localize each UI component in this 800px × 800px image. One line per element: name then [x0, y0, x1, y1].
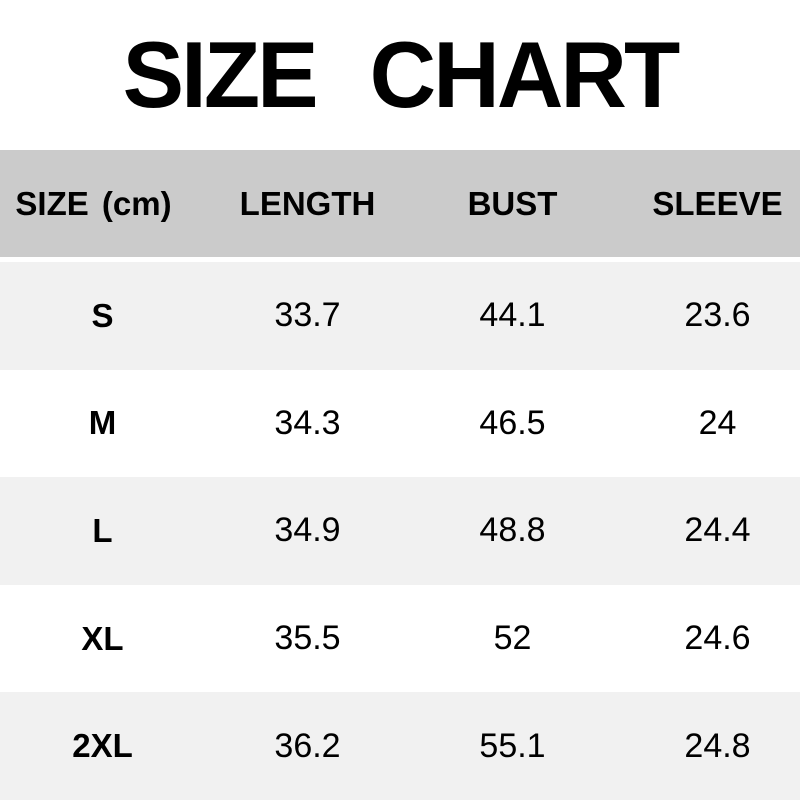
- length-value: 35.5: [274, 619, 341, 658]
- column-header-bust: BUST: [467, 184, 558, 222]
- sleeve-value: 24.8: [684, 726, 751, 765]
- length-value: 34.9: [274, 511, 341, 550]
- page-title: SIZE CHART: [122, 22, 681, 127]
- column-header-length: LENGTH: [239, 184, 376, 222]
- bust-value: 44.1: [479, 296, 546, 335]
- table-header-row: SIZE (cm) LENGTH BUST SLEEVE: [0, 150, 800, 262]
- size-value: XL: [81, 619, 124, 657]
- bust-value: 52: [493, 619, 532, 658]
- length-value: 34.3: [274, 403, 341, 442]
- table-row-s: S 33.7 44.1 23.6: [0, 262, 800, 370]
- bust-value: 55.1: [479, 726, 546, 765]
- sleeve-value: 24.4: [684, 511, 751, 550]
- size-value: 2XL: [72, 727, 133, 765]
- size-table: SIZE (cm) LENGTH BUST SLEEVE S 33.7 44.1…: [0, 150, 800, 800]
- table-row-xl: XL 35.5 52 24.6: [0, 584, 800, 693]
- length-value: 36.2: [274, 726, 341, 765]
- table-row-2xl: 2XL 36.2 55.1 24.8: [0, 692, 800, 800]
- sleeve-value: 24: [698, 403, 737, 442]
- title-area: SIZE CHART: [0, 0, 800, 150]
- bust-value: 48.8: [479, 511, 546, 550]
- size-value: S: [91, 296, 114, 334]
- size-value: L: [92, 511, 113, 549]
- column-header-sleeve: SLEEVE: [652, 184, 783, 222]
- length-value: 33.7: [274, 296, 341, 335]
- sleeve-value: 23.6: [684, 296, 751, 335]
- size-value: M: [88, 404, 117, 442]
- bust-value: 46.5: [479, 403, 546, 442]
- column-header-size: SIZE (cm): [15, 184, 172, 222]
- sleeve-value: 24.6: [684, 619, 751, 658]
- table-row-l: L 34.9 48.8 24.4: [0, 477, 800, 585]
- table-row-m: M 34.3 46.5 24: [0, 369, 800, 478]
